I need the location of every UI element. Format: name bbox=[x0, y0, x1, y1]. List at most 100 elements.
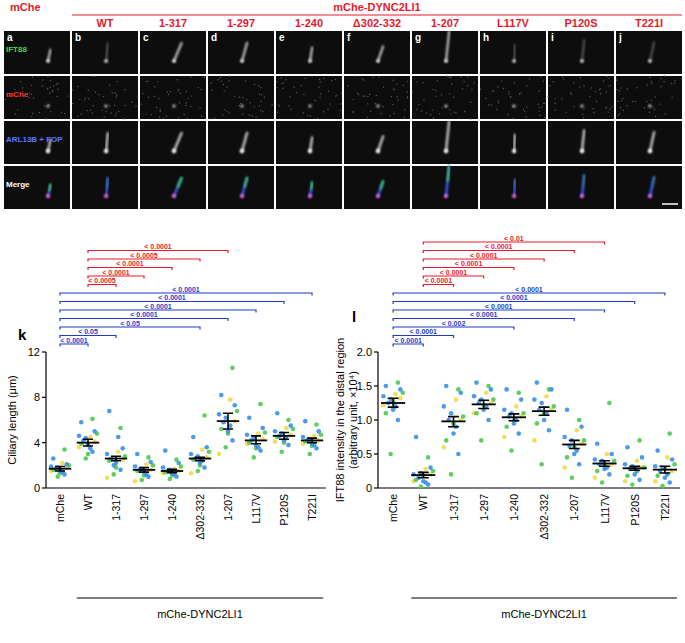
data-point bbox=[479, 438, 484, 443]
speckle bbox=[593, 112, 594, 113]
cilium-signal bbox=[378, 46, 383, 61]
data-point bbox=[509, 448, 514, 453]
speckle bbox=[392, 104, 393, 105]
speckle bbox=[435, 90, 436, 91]
speckle bbox=[373, 77, 374, 78]
column-label: Δ302-332 bbox=[353, 17, 401, 29]
data-point bbox=[577, 418, 582, 423]
data-point bbox=[146, 455, 151, 460]
speckle bbox=[198, 87, 199, 88]
data-point bbox=[202, 413, 207, 418]
panel-background bbox=[140, 121, 206, 164]
speckle bbox=[627, 105, 628, 106]
speckle bbox=[228, 80, 229, 81]
speckle bbox=[47, 88, 48, 89]
speckle bbox=[79, 99, 80, 100]
speckle bbox=[279, 106, 280, 107]
data-point bbox=[105, 476, 110, 481]
micrograph-panel bbox=[548, 31, 614, 74]
speckle bbox=[433, 117, 434, 118]
data-point bbox=[286, 443, 291, 448]
speckle bbox=[211, 89, 212, 90]
speckle bbox=[552, 81, 553, 82]
speckle bbox=[305, 78, 306, 79]
speckle bbox=[526, 116, 527, 117]
speckle bbox=[583, 85, 584, 86]
cilium-ift88 bbox=[245, 178, 248, 187]
data-point bbox=[593, 457, 598, 462]
speckle bbox=[116, 81, 117, 82]
panel-background bbox=[140, 166, 206, 209]
speckle bbox=[644, 107, 645, 108]
y-tick-label: 0.5 bbox=[357, 448, 372, 460]
basal-spot bbox=[512, 59, 516, 63]
basal-spot bbox=[104, 59, 108, 63]
speckle bbox=[280, 77, 281, 78]
cilium-ift88 bbox=[583, 175, 584, 185]
speckle bbox=[392, 80, 393, 81]
speckle bbox=[497, 100, 498, 101]
micrograph-panel bbox=[140, 76, 206, 119]
panel-letter: i bbox=[551, 32, 554, 43]
significance-bar bbox=[60, 319, 228, 322]
data-point bbox=[609, 452, 614, 457]
speckle bbox=[467, 76, 468, 77]
speckle bbox=[617, 101, 618, 102]
speckle bbox=[354, 76, 355, 77]
plot-area bbox=[381, 380, 677, 488]
speckle bbox=[341, 93, 342, 94]
group-label: mChe-DYNC2LI1 bbox=[501, 608, 587, 620]
panel-background bbox=[344, 166, 410, 209]
speckle bbox=[327, 109, 328, 110]
speckle bbox=[226, 87, 227, 88]
panel-letter: c bbox=[143, 32, 149, 43]
speckle bbox=[310, 116, 311, 117]
data-point bbox=[202, 465, 207, 470]
speckle bbox=[603, 80, 604, 81]
data-point bbox=[398, 396, 403, 401]
panel-background bbox=[344, 121, 410, 164]
speckle bbox=[260, 101, 261, 102]
p-value-label: < 0.0001 bbox=[425, 277, 453, 284]
x-tick-label: 1-207 bbox=[222, 494, 234, 521]
speckle bbox=[510, 96, 511, 97]
speckle bbox=[50, 80, 51, 81]
speckle bbox=[651, 81, 652, 82]
speckle bbox=[426, 112, 427, 113]
data-point bbox=[449, 411, 454, 416]
mean-line bbox=[532, 410, 556, 412]
speckle bbox=[361, 78, 362, 79]
panel-background bbox=[208, 121, 274, 164]
speckle bbox=[157, 81, 158, 82]
data-point bbox=[414, 435, 419, 440]
basal-spot bbox=[648, 194, 652, 198]
speckle bbox=[109, 105, 110, 106]
panel-background bbox=[548, 31, 614, 74]
speckle bbox=[545, 117, 546, 118]
speckle bbox=[407, 92, 408, 93]
speckle bbox=[323, 111, 324, 112]
data-point bbox=[539, 462, 544, 467]
speckle bbox=[85, 98, 86, 99]
data-point bbox=[630, 482, 635, 487]
data-point bbox=[582, 438, 587, 443]
x-tick-label: 1-317 bbox=[448, 494, 460, 521]
speckle bbox=[50, 111, 51, 112]
y-tick-label: 2.0 bbox=[357, 346, 372, 358]
speckle bbox=[210, 118, 211, 119]
speckle bbox=[187, 118, 188, 119]
x-tick-label: WT bbox=[417, 493, 429, 510]
speckle bbox=[5, 99, 6, 100]
speckle bbox=[124, 89, 125, 90]
data-point bbox=[79, 420, 84, 425]
data-point bbox=[504, 425, 509, 430]
cilium-signal bbox=[174, 133, 182, 151]
speckle bbox=[416, 109, 417, 110]
speckle bbox=[432, 109, 433, 110]
speckle bbox=[20, 81, 21, 82]
speckle bbox=[204, 77, 205, 78]
data-point bbox=[607, 401, 612, 406]
speckle bbox=[674, 82, 675, 83]
panel-background bbox=[276, 76, 342, 119]
micrograph-panel bbox=[208, 166, 274, 209]
